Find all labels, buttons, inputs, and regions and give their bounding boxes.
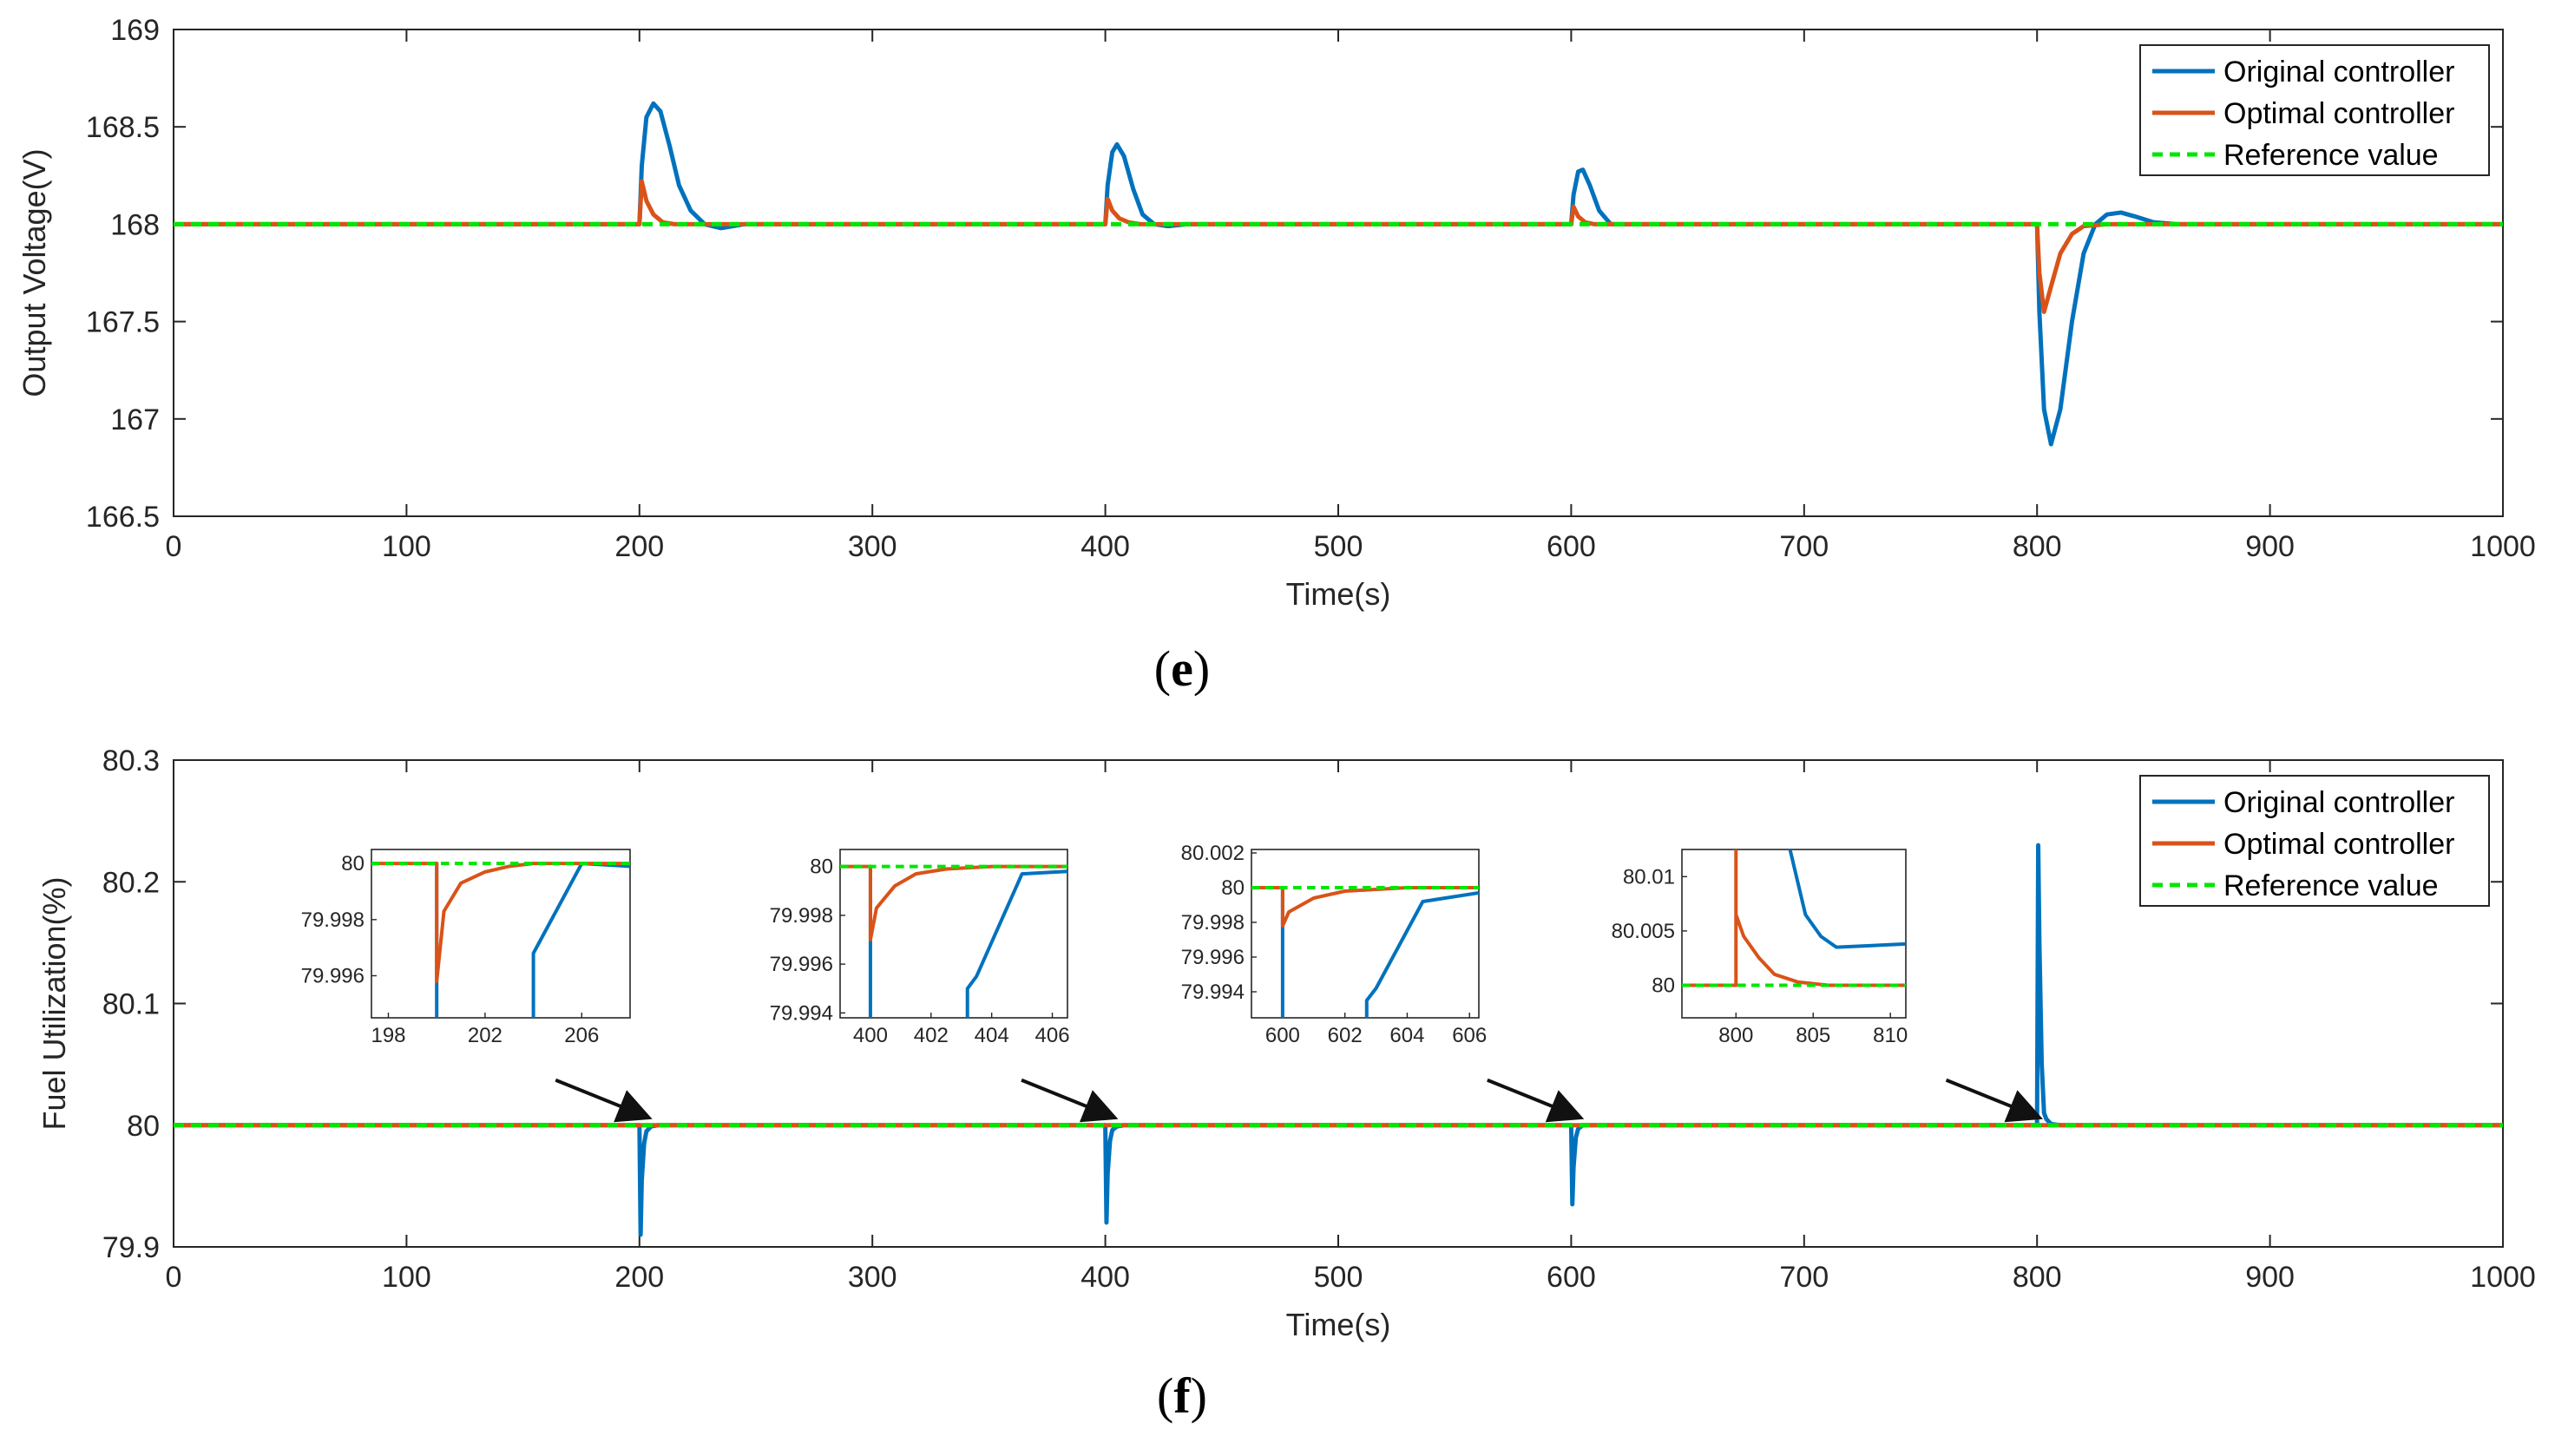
inset-arrow [1021, 1078, 1119, 1123]
x-tick-label: 0 [166, 1261, 182, 1294]
inset-x-tick-label: 400 [853, 1024, 888, 1047]
y-axis-label: Fuel Utilization(%) [36, 876, 72, 1130]
x-axis-label: Time(s) [1286, 576, 1391, 612]
y-tick-label: 169 [110, 14, 160, 47]
inset-y-tick-label: 80 [810, 856, 833, 879]
x-tick-label: 100 [382, 530, 431, 563]
x-tick-label: 400 [1080, 1261, 1130, 1294]
inset-x-tick-label: 202 [468, 1024, 502, 1047]
inset-x-tick-label: 402 [914, 1024, 949, 1047]
legend-label: Reference value [2223, 869, 2439, 902]
x-tick-label: 1000 [2470, 530, 2536, 563]
x-tick-label: 900 [2245, 1261, 2295, 1294]
y-axis-label: Output Voltage(V) [16, 148, 52, 397]
inset-series-original-controller [1280, 886, 1479, 1018]
plot-area [173, 29, 2504, 517]
inset-x-tick-label: 604 [1389, 1024, 1424, 1047]
inset-3: 600 602 604 606 79.994 79.996 79.998 80 80.002 [1181, 842, 1585, 1123]
inset-y-tick-label: 79.996 [770, 953, 833, 976]
inset-4: 800 805 810 80 80.005 80.01 [1612, 849, 2043, 1123]
inset-1: 198 202 206 79.996 79.998 80 [301, 849, 653, 1123]
y-tick-label: 167.5 [86, 306, 160, 339]
inset-plot-area [371, 849, 631, 1019]
inset-x-tick-label: 206 [564, 1024, 599, 1047]
x-tick-label: 200 [614, 530, 664, 563]
y-tick-label: 168.5 [86, 111, 160, 144]
inset-x-tick-label: 800 [1718, 1024, 1753, 1047]
x-tick-label: 700 [1779, 1261, 1829, 1294]
legend-box [2139, 44, 2490, 176]
inset-arrow [1945, 1078, 2043, 1123]
y-tick-label: 167 [110, 403, 160, 436]
legend: Original controller Optimal controller Ref… [2139, 775, 2490, 907]
legend-label: Original controller [2223, 56, 2454, 89]
inset-series-optimal-controller [840, 864, 1067, 942]
panel-caption: (f) [1157, 1367, 1207, 1424]
inset-2: 400 402 404 406 79.994 79.996 79.998 80 [770, 849, 1119, 1123]
inset-y-tick-label: 79.994 [770, 1001, 833, 1025]
x-tick-label: 300 [848, 530, 897, 563]
y-tick-label: 80.3 [102, 744, 160, 777]
legend-label: Optimal controller [2223, 828, 2454, 861]
x-tick-label: 500 [1314, 1261, 1363, 1294]
legend-label: Original controller [2223, 786, 2454, 819]
chart-panel-f: 0 100 200 300 400 500 600 700 800 900 100079.98080… [36, 744, 2536, 1424]
inset-y-tick-label: 79.996 [301, 965, 365, 988]
inset-x-tick-label: 600 [1265, 1024, 1300, 1047]
x-tick-label: 600 [1547, 1261, 1596, 1294]
inset-y-tick-label: 79.998 [1181, 911, 1245, 935]
inset-series-original-controller [1788, 849, 1906, 949]
y-tick-label: 80.1 [102, 988, 160, 1021]
inset-y-tick-label: 80.005 [1612, 920, 1675, 943]
y-tick-label: 79.9 [102, 1231, 160, 1264]
inset-y-tick-label: 80 [1221, 876, 1245, 900]
inset-x-tick-label: 404 [975, 1024, 1009, 1047]
x-tick-label: 400 [1080, 530, 1130, 563]
x-tick-label: 100 [382, 1261, 431, 1294]
inset-arrow [555, 1078, 653, 1123]
inset-y-tick-label: 80 [341, 852, 365, 876]
inset-y-tick-label: 79.994 [1181, 981, 1245, 1004]
inset-y-tick-label: 79.996 [1181, 946, 1245, 969]
inset-x-tick-label: 406 [1035, 1024, 1070, 1047]
legend-box [2139, 775, 2490, 907]
x-tick-label: 800 [2013, 1261, 2062, 1294]
x-axis-label: Time(s) [1286, 1307, 1391, 1342]
x-tick-label: 1000 [2470, 1261, 2536, 1294]
chart-panel-e: 0 100 200 300 400 500 600 700 800 900 1000 166.5 167… [16, 14, 2536, 697]
inset-x-tick-label: 606 [1452, 1024, 1487, 1047]
inset-plot-area [1681, 849, 1907, 1019]
inset-y-tick-label: 80.01 [1623, 865, 1675, 889]
legend-label: Optimal controller [2223, 97, 2454, 130]
inset-plot-area [1251, 849, 1480, 1019]
inset-plot-area [839, 849, 1068, 1019]
y-tick-label: 166.5 [86, 501, 160, 534]
y-tick-label: 80 [127, 1110, 160, 1143]
inset-y-tick-label: 79.998 [301, 908, 365, 932]
x-tick-label: 200 [614, 1261, 664, 1294]
x-tick-label: 300 [848, 1261, 897, 1294]
inset-x-tick-label: 810 [1873, 1024, 1908, 1047]
inset-y-tick-label: 80 [1652, 974, 1675, 997]
x-tick-label: 500 [1314, 530, 1363, 563]
x-tick-label: 600 [1547, 530, 1596, 563]
inset-x-tick-label: 805 [1796, 1024, 1830, 1047]
inset-arrow [1487, 1078, 1585, 1123]
inset-y-tick-label: 79.998 [770, 904, 833, 928]
x-tick-label: 800 [2013, 530, 2062, 563]
x-tick-label: 0 [166, 530, 182, 563]
y-tick-label: 80.2 [102, 866, 160, 899]
y-tick-label: 168 [110, 208, 160, 241]
inset-x-tick-label: 198 [371, 1024, 405, 1047]
inset-y-tick-label: 80.002 [1181, 842, 1245, 865]
x-tick-label: 900 [2245, 530, 2295, 563]
panel-caption: (e) [1154, 640, 1210, 697]
inset-x-tick-label: 602 [1328, 1024, 1363, 1047]
legend-label: Reference value [2223, 139, 2439, 172]
legend: Original controller Optimal controller Ref… [2139, 44, 2490, 176]
x-tick-label: 700 [1779, 530, 1829, 563]
